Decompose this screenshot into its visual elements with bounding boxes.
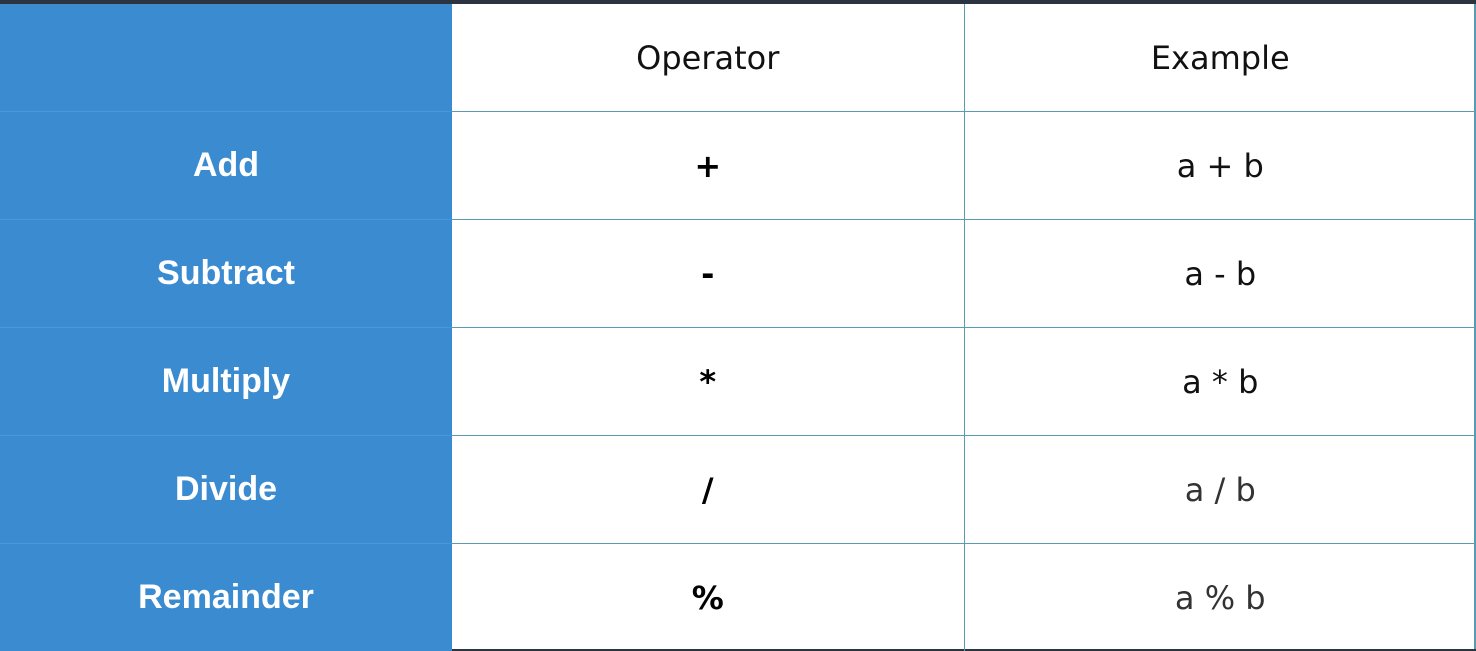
row-operator: + bbox=[452, 112, 964, 220]
row-example: a * b bbox=[964, 328, 1476, 436]
row-name: Add bbox=[0, 112, 452, 220]
row-name: Subtract bbox=[0, 220, 452, 328]
table-row: Subtract - a - b bbox=[0, 220, 1476, 328]
table-row: Multiply * a * b bbox=[0, 328, 1476, 436]
arithmetic-operators-table: Operator Example Add + a + b Subtract - … bbox=[0, 4, 1476, 651]
table-row: Remainder % a % b bbox=[0, 544, 1476, 651]
row-operator: - bbox=[452, 220, 964, 328]
row-example: a + b bbox=[964, 112, 1476, 220]
row-example: a / b bbox=[964, 436, 1476, 544]
table-header-row: Operator Example bbox=[0, 4, 1476, 112]
operator-table-frame: Operator Example Add + a + b Subtract - … bbox=[0, 4, 1476, 649]
row-operator: / bbox=[452, 436, 964, 544]
header-name-cell bbox=[0, 4, 452, 112]
row-name: Remainder bbox=[0, 544, 452, 651]
row-example: a % b bbox=[964, 544, 1476, 651]
table-row: Add + a + b bbox=[0, 112, 1476, 220]
row-name: Divide bbox=[0, 436, 452, 544]
row-example: a - b bbox=[964, 220, 1476, 328]
row-operator: % bbox=[452, 544, 964, 651]
table-row: Divide / a / b bbox=[0, 436, 1476, 544]
header-example: Example bbox=[964, 4, 1476, 112]
row-operator: * bbox=[452, 328, 964, 436]
row-name: Multiply bbox=[0, 328, 452, 436]
header-operator: Operator bbox=[452, 4, 964, 112]
